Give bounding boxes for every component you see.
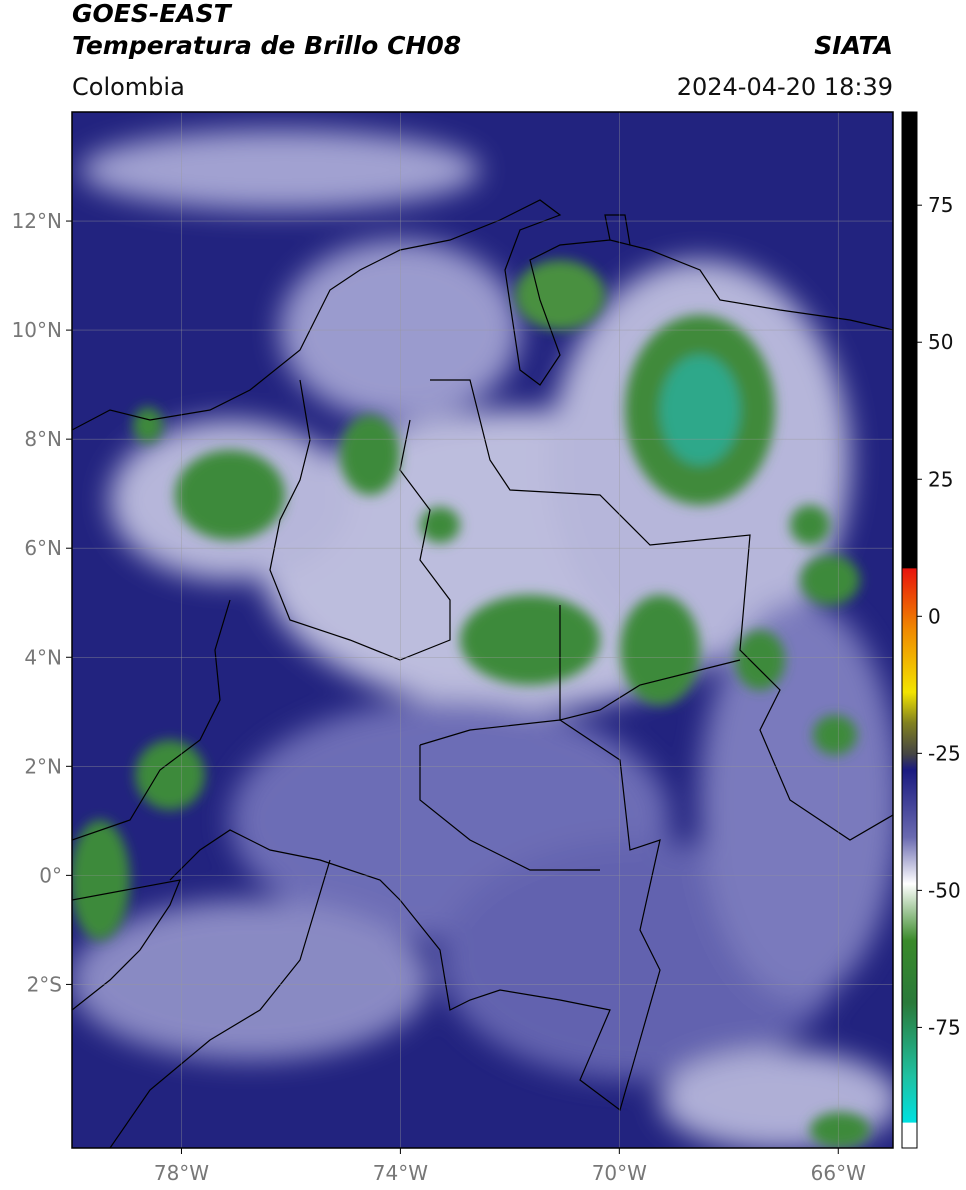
datetime: 2024-04-20 18:39 xyxy=(677,73,893,101)
title: GOES-EAST xyxy=(72,0,233,28)
colorbar-tick-label: 75 xyxy=(928,193,953,217)
y-tick-label: 12°N xyxy=(12,209,62,233)
graticule xyxy=(72,112,893,1148)
y-tick-label: 10°N xyxy=(12,318,62,342)
x-tick-label: 70°W xyxy=(592,1161,647,1185)
colorbar-tick-label: -50 xyxy=(928,878,961,902)
colorbar-tick-label: 25 xyxy=(928,467,953,491)
colorbar-tick-label: 50 xyxy=(928,330,953,354)
x-tick-label: 74°W xyxy=(373,1161,428,1185)
y-tick-label: 6°N xyxy=(24,536,62,560)
map-frame xyxy=(71,111,894,1149)
colorbar-tick-label: 0 xyxy=(928,604,941,628)
colorbar xyxy=(901,111,918,1149)
colorbar-tick-label: -75 xyxy=(928,1015,961,1039)
x-tick-label: 66°W xyxy=(811,1161,866,1185)
colorbar-tick-label: -25 xyxy=(928,741,961,765)
y-tick-label: 4°N xyxy=(24,645,62,669)
satellite-image xyxy=(72,112,893,1148)
region: Colombia xyxy=(72,73,185,101)
source: SIATA xyxy=(814,31,893,60)
subtitle: Temperatura de Brillo CH08 xyxy=(72,31,461,60)
y-tick-label: 8°N xyxy=(24,427,62,451)
y-tick-label: 2°N xyxy=(24,754,62,778)
y-tick-label: 0° xyxy=(39,863,62,887)
ticks: 78°W 74°W 70°W 66°W 12°N 10°N 8°N 6°N 4°N 2°N 0° 2°… xyxy=(12,193,961,1185)
y-tick-label: 2°S xyxy=(27,972,62,996)
x-tick-label: 78°W xyxy=(154,1161,209,1185)
